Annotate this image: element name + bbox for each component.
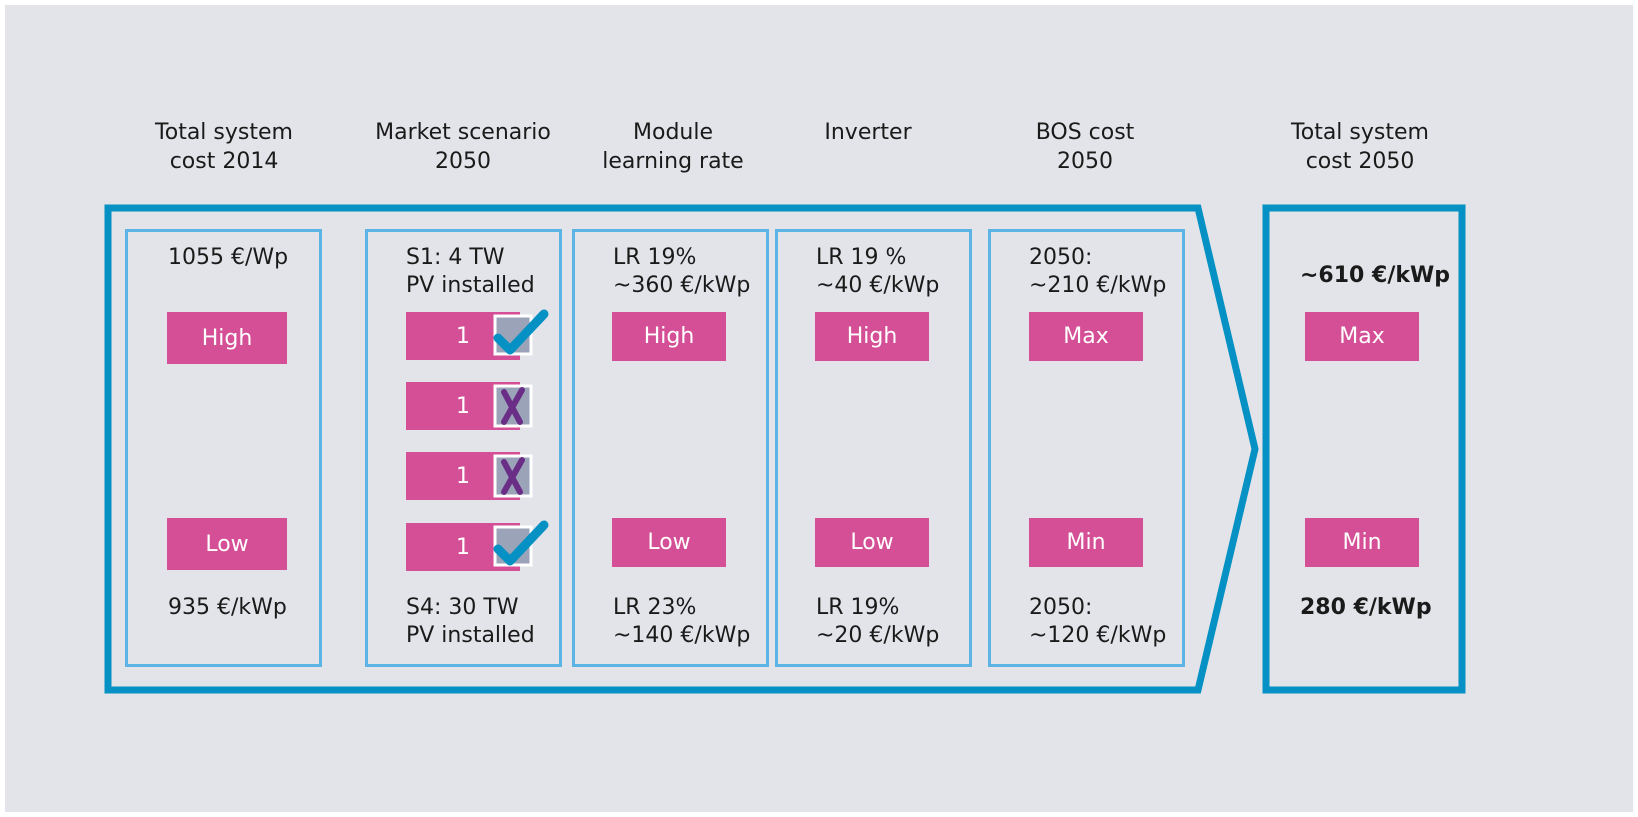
check-icon bbox=[493, 520, 549, 567]
total-2014-bottom-value: 935 €/kWp bbox=[168, 595, 287, 620]
panel-total-2014 bbox=[125, 229, 322, 667]
heading-module-learning-rate: Module learning rate bbox=[602, 120, 744, 174]
diagram-canvas bbox=[5, 5, 1633, 812]
inverter-high-pill: High bbox=[815, 312, 929, 361]
module-top-value: LR 19% ~360 €/kWp bbox=[613, 245, 751, 298]
panel-market-scenario bbox=[365, 229, 562, 667]
total-2050-top-value: ~610 €/kWp bbox=[1300, 263, 1451, 288]
market-bottom-value: S4: 30 TW PV installed bbox=[406, 595, 535, 648]
total-2014-top-value: 1055 €/Wp bbox=[168, 245, 289, 270]
cross-icon bbox=[493, 454, 533, 498]
inverter-bottom-value: LR 19% ~20 €/kWp bbox=[816, 595, 940, 648]
inverter-low-pill: Low bbox=[815, 518, 929, 567]
inverter-top-value: LR 19 % ~40 €/kWp bbox=[816, 245, 940, 298]
bos-top-value: 2050: ~210 €/kWp bbox=[1029, 245, 1167, 298]
heading-total-2050: Total system cost 2050 bbox=[1291, 120, 1429, 174]
module-bottom-value: LR 23% ~140 €/kWp bbox=[613, 595, 751, 648]
heading-bos-cost: BOS cost 2050 bbox=[1035, 120, 1135, 174]
bos-max-pill: Max bbox=[1029, 312, 1143, 361]
module-low-pill: Low bbox=[612, 518, 726, 567]
heading-inverter: Inverter bbox=[824, 120, 912, 145]
panel-module bbox=[572, 229, 769, 667]
bos-bottom-value: 2050: ~120 €/kWp bbox=[1029, 595, 1167, 648]
total-2050-min-pill: Min bbox=[1305, 518, 1419, 567]
module-high-pill: High bbox=[612, 312, 726, 361]
heading-market-scenario: Market scenario 2050 bbox=[375, 120, 551, 174]
cross-icon bbox=[493, 384, 533, 428]
heading-total-2014: Total system cost 2014 bbox=[155, 120, 293, 174]
total-2014-high-pill: High bbox=[167, 312, 287, 364]
total-2014-low-pill: Low bbox=[167, 518, 287, 570]
total-2050-bottom-value: 280 €/kWp bbox=[1300, 595, 1432, 620]
result-frame bbox=[1262, 204, 1466, 694]
arrow-frame bbox=[104, 204, 1259, 694]
market-top-value: S1: 4 TW PV installed bbox=[406, 245, 535, 298]
total-2050-max-pill: Max bbox=[1305, 312, 1419, 361]
check-icon bbox=[493, 309, 549, 356]
bos-min-pill: Min bbox=[1029, 518, 1143, 567]
panel-bos bbox=[988, 229, 1185, 667]
panel-inverter bbox=[775, 229, 972, 667]
